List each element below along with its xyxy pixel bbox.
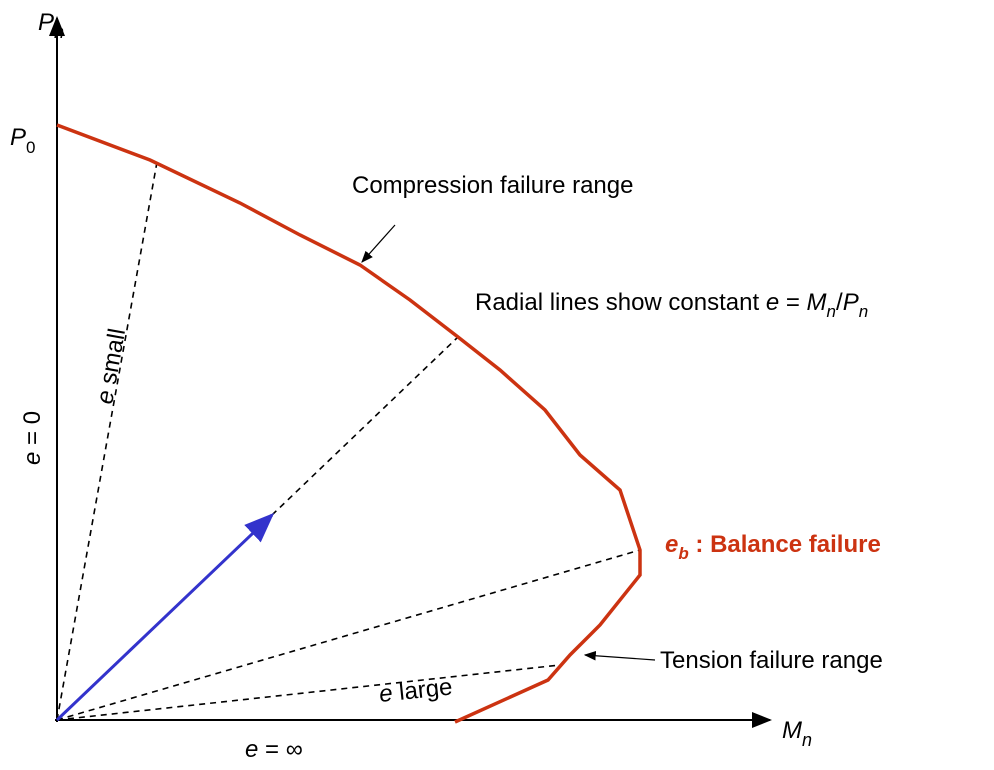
x-axis-label: Mn	[782, 717, 812, 750]
text-part: 0	[26, 138, 35, 157]
text-part: n	[859, 302, 868, 321]
text-part: = 0	[19, 411, 46, 452]
text-part: /	[836, 289, 843, 316]
text-part: : Balance failure	[689, 531, 881, 558]
tension-label: Tension failure range	[660, 647, 883, 674]
compression-label: Compression failure range	[352, 172, 633, 199]
text-part: M	[782, 717, 802, 744]
leader-arrow	[361, 224, 396, 263]
radial-label: Radial lines show constant e = Mn/Pn	[475, 289, 868, 321]
radial-line	[56, 549, 641, 721]
radial-lines	[56, 161, 641, 721]
axes	[49, 16, 772, 728]
p0-label: P0	[10, 124, 35, 157]
text-part: M	[807, 289, 827, 316]
text-part: P	[38, 9, 54, 36]
radial-line	[56, 664, 561, 721]
y-axis-label: Pn	[38, 9, 64, 42]
e-infinity-label: e = ∞	[245, 736, 303, 763]
text-part: P	[10, 124, 26, 151]
text-part: e	[245, 736, 258, 763]
e-small-label: e small	[91, 326, 131, 406]
text-part: e	[378, 680, 394, 708]
e-large-label: e large	[378, 673, 454, 708]
text-part: = ∞	[258, 736, 302, 763]
text-part: P	[843, 289, 859, 316]
balance-label: eb : Balance failure	[665, 531, 881, 563]
radial-line	[271, 336, 459, 516]
text-part: =	[779, 289, 806, 316]
interaction-curve	[56, 123, 642, 724]
text-part: large	[391, 673, 454, 706]
text-part: n	[54, 22, 64, 42]
text-part: n	[827, 302, 836, 321]
text-part: Radial lines show constant	[475, 289, 766, 316]
text-part: e	[91, 388, 120, 406]
text-part: small	[94, 326, 131, 392]
text-part: e	[19, 452, 46, 465]
e-zero-label: e = 0	[19, 411, 46, 465]
text-part: e	[766, 289, 779, 316]
text-part: e	[665, 531, 678, 558]
eccentricity-arrow	[55, 512, 275, 722]
text-part: b	[678, 544, 688, 563]
radial-line	[56, 161, 158, 721]
leader-arrow	[583, 650, 656, 661]
text-part: n	[802, 730, 812, 750]
